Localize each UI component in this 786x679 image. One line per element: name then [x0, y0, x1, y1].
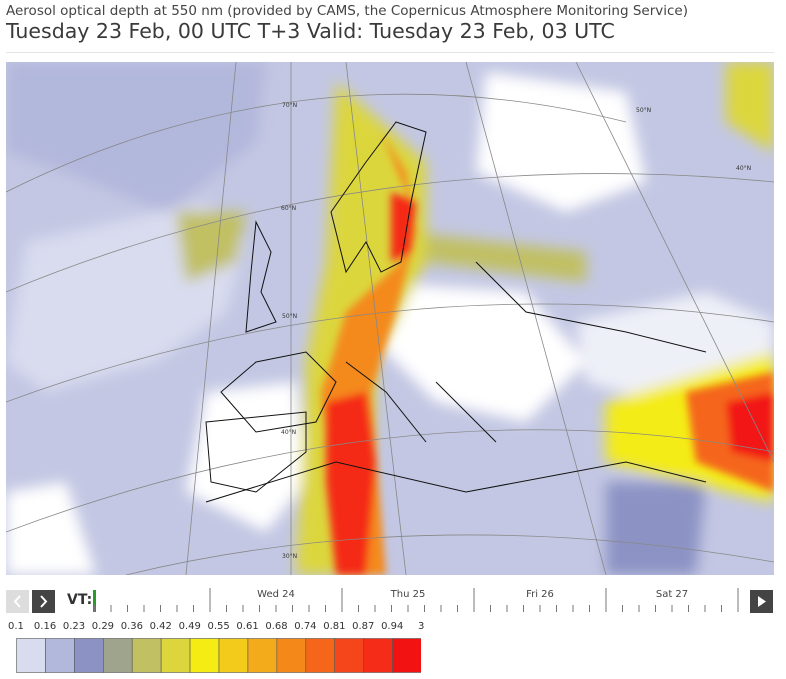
legend-swatch [189, 638, 220, 673]
graticule-labels: 70°N 60°N 50°N 40°N 30°N 50°N 40°N [281, 102, 751, 560]
aerosol-map: 70°N 60°N 50°N 40°N 30°N 50°N 40°N [6, 62, 774, 575]
latitude-label: 60°N [281, 205, 296, 212]
latitude-label: 70°N [282, 102, 297, 109]
legend-label: 0.23 [62, 621, 86, 632]
latitude-label: 50°N [282, 313, 297, 320]
legend-swatch [334, 638, 364, 673]
next-button[interactable] [32, 590, 55, 613]
legend-label: 0.1 [8, 621, 24, 632]
legend-label: 0.94 [381, 621, 404, 632]
legend-swatch [218, 638, 249, 673]
legend-swatch [131, 638, 162, 673]
legend-swatch [305, 638, 336, 673]
legend-label: 0.74 [294, 621, 317, 632]
current-time [93, 590, 96, 612]
latitude-label: 40°N [281, 429, 296, 436]
prev-button[interactable] [6, 590, 29, 613]
day-label: Fri 26 [526, 589, 554, 600]
timeline[interactable]: Wed 24 Thu 25 Fri 26 Sat 27 [90, 585, 750, 615]
legend [16, 638, 421, 673]
legend-label: 0.36 [120, 621, 143, 632]
legend-swatch [16, 638, 46, 673]
legend-swatch [74, 638, 104, 673]
subtitle: Tuesday 23 Feb, 00 UTC T+3 Valid: Tuesda… [6, 19, 615, 43]
day-label: Thu 25 [390, 589, 426, 600]
day-label: Sat 27 [656, 589, 688, 600]
legend-swatch [45, 638, 75, 673]
title: Aerosol optical depth at 550 nm (provide… [6, 3, 688, 19]
legend-swatch [276, 638, 307, 673]
play-button[interactable] [750, 590, 773, 613]
legend-label: 0.42 [149, 621, 172, 632]
latitude-label: 50°N [636, 107, 651, 114]
latitude-label: 40°N [736, 165, 751, 172]
legend-label: 3 [418, 621, 425, 632]
legend-label: 0.61 [236, 621, 259, 632]
legend-swatch [102, 638, 133, 673]
latitude-label: 30°N [282, 553, 297, 560]
legend-swatch [160, 638, 191, 673]
legend-label: 0.16 [33, 621, 57, 632]
legend-label: 0.49 [178, 621, 201, 632]
legend-label: 0.29 [91, 621, 115, 632]
legend-swatch [363, 638, 393, 673]
legend-swatch [247, 638, 278, 673]
legend-label: 0.68 [265, 621, 288, 632]
legend-label: 0.81 [323, 621, 346, 632]
legend-label: 0.87 [352, 621, 375, 632]
vt-label: VT: [67, 592, 93, 608]
legend-label: 0.55 [207, 621, 230, 632]
legend-swatch [392, 638, 421, 673]
divider [6, 52, 774, 53]
day-label: Wed 24 [257, 589, 295, 600]
